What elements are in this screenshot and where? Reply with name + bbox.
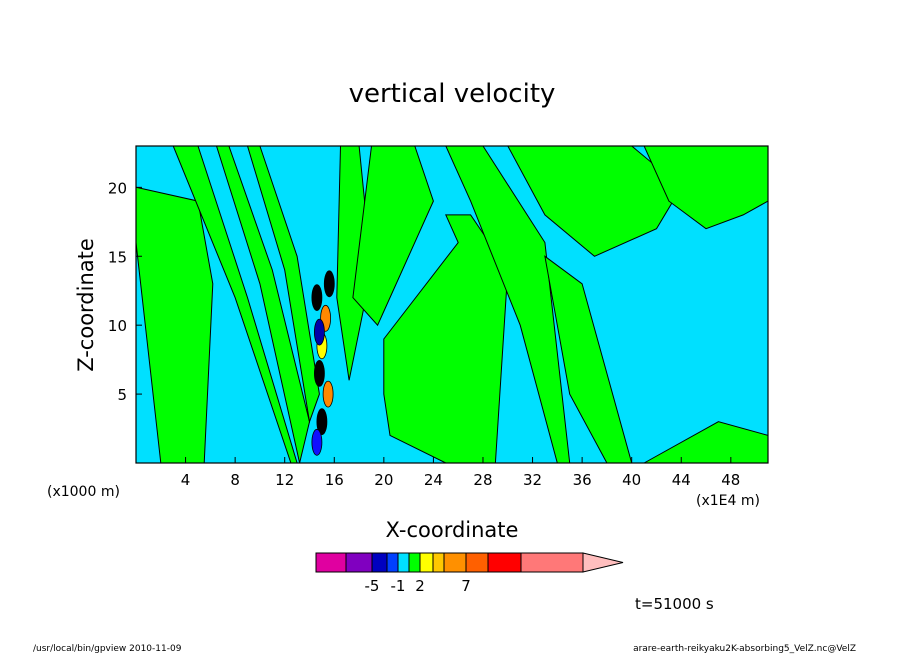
- y-axis-ticks: 5 10 15 20: [108, 179, 142, 404]
- core-cell-8: [313, 318, 325, 346]
- x-tick-label: 36: [573, 471, 592, 489]
- x-tick-label: 32: [523, 471, 542, 489]
- x-tick-label: 20: [374, 471, 393, 489]
- colorbar-box: [345, 552, 373, 573]
- x-tick-label: 12: [275, 471, 294, 489]
- x-unit-right: (x1E4 m): [696, 493, 760, 509]
- y-axis-label: Z-coordinate: [74, 238, 98, 372]
- x-tick-label: 40: [622, 471, 641, 489]
- region-mid-band: [383, 214, 509, 464]
- core-cell-7: [323, 270, 335, 298]
- colorbar-box: [487, 552, 522, 573]
- footer-left: /usr/local/bin/gpview 2010-11-09: [33, 644, 182, 654]
- x-axis-ticks: 4 8 12 16 20 24 28 32 36 40 44 48: [181, 457, 740, 489]
- colorbar-box: [432, 552, 445, 573]
- core-cell-4: [322, 380, 334, 408]
- colorbar-box: [386, 552, 399, 573]
- core-cell-3: [313, 359, 325, 387]
- colorbar-box: [465, 552, 489, 573]
- y-tick-label: 10: [108, 317, 127, 335]
- time-label: t=51000 s: [635, 595, 714, 613]
- x-tick-label: 16: [325, 471, 344, 489]
- y-tick-label: 20: [108, 179, 127, 197]
- colorbar: [315, 552, 624, 573]
- x-tick-label: 8: [230, 471, 240, 489]
- core-cell-6: [311, 428, 323, 456]
- x-axis-label: X-coordinate: [386, 518, 519, 542]
- colorbar-label: -1: [391, 577, 406, 595]
- x-tick-label: 44: [672, 471, 691, 489]
- colorbar-box: [520, 552, 584, 573]
- colorbar-box: [443, 552, 467, 573]
- colorbar-box: [397, 552, 410, 573]
- x-tick-label: 48: [721, 471, 740, 489]
- footer-right: arare-earth-reikyaku2K-absorbing5_VelZ.n…: [633, 644, 856, 654]
- colorbar-label: 2: [415, 577, 425, 595]
- chart-title: vertical velocity: [349, 79, 556, 109]
- positive-regions: [135, 145, 769, 464]
- convective-core: [311, 270, 335, 456]
- x-tick-label: 28: [473, 471, 492, 489]
- plot-frame: [135, 145, 769, 464]
- core-cell-0: [311, 284, 323, 312]
- colorbar-box: [419, 552, 434, 573]
- x-unit-left: (x1000 m): [47, 484, 120, 500]
- colorbar-label: 7: [461, 577, 471, 595]
- core-cell-5: [316, 408, 328, 436]
- colorbar-box: [315, 552, 347, 573]
- x-tick-label: 24: [424, 471, 443, 489]
- x-tick-label: 4: [181, 471, 191, 489]
- colorbar-arrow: [582, 552, 624, 573]
- colorbar-box: [408, 552, 421, 573]
- colorbar-label: -5: [365, 577, 380, 595]
- colorbar-labels: -5 -1 2 7: [365, 577, 471, 595]
- y-tick-label: 5: [117, 386, 127, 404]
- colorbar-box: [371, 552, 388, 573]
- y-tick-label: 15: [108, 248, 127, 266]
